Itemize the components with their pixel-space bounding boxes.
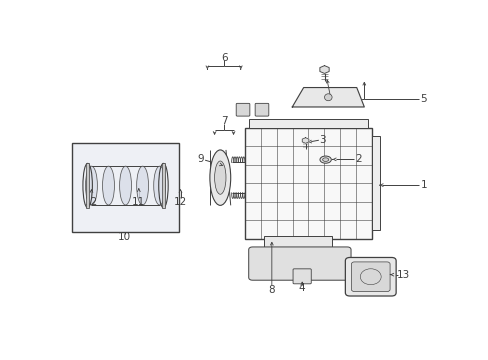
FancyBboxPatch shape bbox=[236, 103, 249, 116]
FancyBboxPatch shape bbox=[292, 269, 311, 284]
Text: 12: 12 bbox=[84, 197, 98, 207]
Text: 3: 3 bbox=[319, 135, 325, 145]
Text: 2: 2 bbox=[354, 154, 361, 165]
Bar bbox=[244, 128, 371, 239]
Ellipse shape bbox=[322, 158, 328, 161]
Ellipse shape bbox=[214, 161, 225, 194]
Text: 10: 10 bbox=[118, 232, 131, 242]
Ellipse shape bbox=[102, 166, 114, 205]
Bar bbox=[72, 143, 178, 232]
Ellipse shape bbox=[153, 166, 165, 205]
Ellipse shape bbox=[319, 156, 331, 163]
Text: 9: 9 bbox=[197, 154, 203, 164]
Text: 13: 13 bbox=[396, 270, 409, 280]
Text: 7: 7 bbox=[220, 116, 227, 126]
Text: 4: 4 bbox=[298, 283, 305, 293]
Bar bbox=[162, 163, 164, 208]
Text: 8: 8 bbox=[268, 285, 275, 296]
Text: 11: 11 bbox=[132, 197, 145, 207]
FancyBboxPatch shape bbox=[345, 257, 395, 296]
Polygon shape bbox=[319, 66, 328, 73]
Polygon shape bbox=[292, 87, 364, 107]
Polygon shape bbox=[302, 138, 308, 143]
Bar bbox=[248, 119, 367, 128]
Ellipse shape bbox=[209, 150, 230, 205]
Bar bbox=[86, 163, 89, 208]
Text: 5: 5 bbox=[419, 94, 426, 104]
Text: 12: 12 bbox=[174, 197, 187, 207]
FancyBboxPatch shape bbox=[351, 262, 389, 292]
Ellipse shape bbox=[324, 94, 331, 101]
Ellipse shape bbox=[136, 166, 148, 205]
Ellipse shape bbox=[120, 166, 131, 205]
Text: 1: 1 bbox=[420, 180, 427, 190]
Ellipse shape bbox=[85, 166, 97, 205]
Text: 6: 6 bbox=[220, 53, 227, 63]
Bar bbox=[264, 236, 331, 261]
FancyBboxPatch shape bbox=[248, 247, 350, 280]
FancyBboxPatch shape bbox=[255, 103, 268, 116]
Bar bbox=[371, 136, 380, 230]
